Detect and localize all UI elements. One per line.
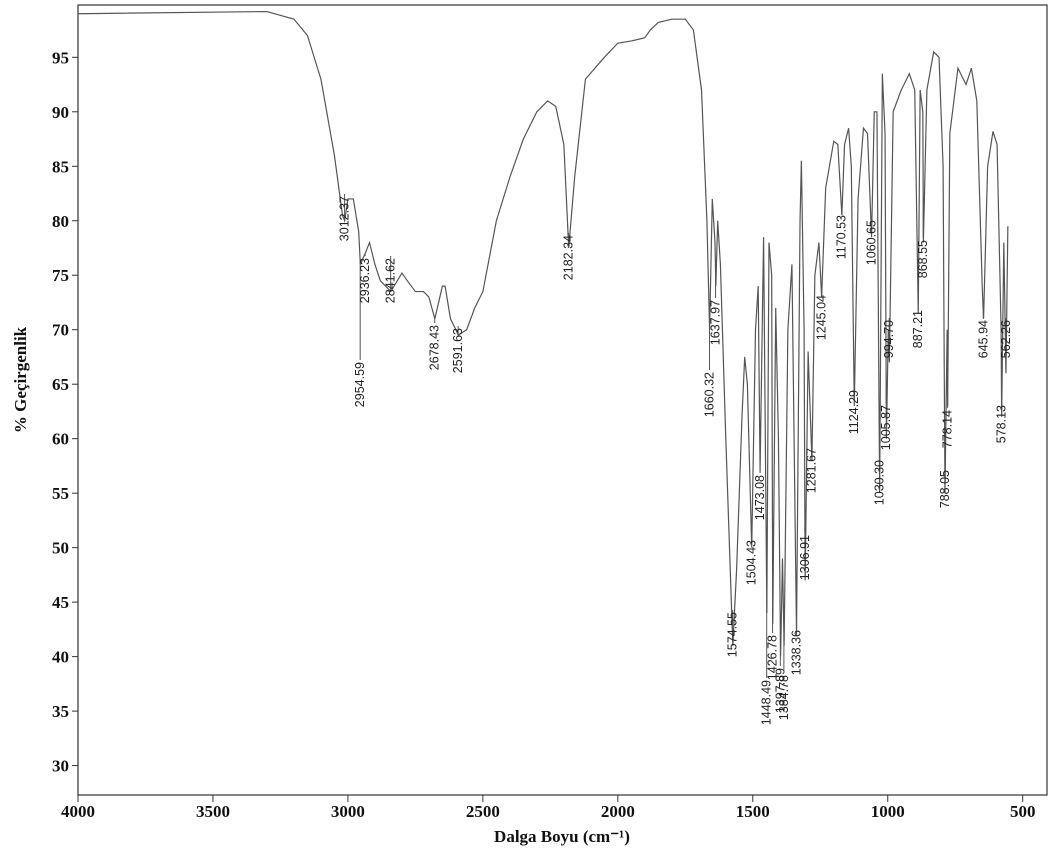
peak-label: 562.26	[999, 320, 1013, 358]
y-tick-label: 60	[52, 430, 69, 449]
peak-label: 1384.78	[777, 675, 791, 720]
peak-label: 1306.91	[798, 535, 812, 580]
x-tick-label: 3000	[331, 802, 365, 821]
y-tick-label: 30	[52, 757, 69, 776]
y-tick-label: 65	[52, 375, 69, 394]
peak-label: 1448.49	[760, 680, 774, 725]
peak-label: 1170.53	[835, 215, 849, 259]
y-tick-label: 95	[52, 48, 69, 67]
x-tick-label: 4000	[61, 802, 95, 821]
peak-label: 1660.32	[703, 372, 717, 417]
peak-label: 1338.36	[789, 630, 803, 675]
y-tick-label: 40	[52, 648, 69, 667]
spectrum-line	[77, 10, 1009, 657]
y-tick-label: 80	[52, 212, 69, 231]
peak-label: 1245.04	[815, 295, 829, 340]
peak-label: 1504.43	[745, 540, 759, 585]
x-tick-label: 500	[1010, 802, 1036, 821]
y-axis-title: % Geçirgenlik	[11, 326, 30, 433]
peak-label: 1060.65	[864, 220, 878, 265]
y-tick-label: 75	[52, 266, 69, 285]
x-tick-label: 2000	[601, 802, 635, 821]
x-axis-title: Dalga Boyu (cm⁻¹)	[494, 827, 630, 846]
peak-label: 778.14	[941, 410, 955, 448]
peak-label: 1574.55	[726, 612, 740, 657]
peak-label: 2936.23	[358, 258, 372, 303]
peak-label: 788.05	[938, 470, 952, 508]
x-tick-label: 2500	[466, 802, 500, 821]
peak-label: 578.13	[995, 405, 1009, 443]
y-tick-label: 55	[52, 484, 69, 503]
peak-label: 887.21	[911, 310, 925, 348]
x-tick-label: 3500	[196, 802, 230, 821]
y-tick-label: 45	[52, 593, 69, 612]
peak-label: 1473.08	[753, 475, 767, 520]
y-tick-label: 50	[52, 539, 69, 558]
peak-label: 2954.59	[353, 362, 367, 407]
plot-frame	[77, 4, 1048, 796]
x-tick-label: 1000	[871, 802, 905, 821]
y-tick-label: 85	[52, 157, 69, 176]
peak-label: 2591.63	[451, 328, 465, 373]
peak-label: 868.55	[916, 240, 930, 278]
peak-label: 1124.29	[847, 390, 861, 434]
peak-label: 3012.37	[338, 196, 352, 241]
peak-label: 994.70	[882, 320, 896, 358]
peak-label: 1397.89	[773, 668, 787, 713]
y-tick-label: 70	[52, 321, 69, 340]
peak-label: 2678.43	[428, 325, 442, 370]
y-tick-label: 35	[52, 702, 69, 721]
peak-label: 2841.62	[384, 258, 398, 303]
peak-label: 1637.97	[709, 300, 723, 345]
peak-label: 2182.34	[562, 235, 576, 280]
x-tick-label: 1500	[736, 802, 770, 821]
peak-label: 1281.67	[805, 448, 819, 493]
peak-label: 1005.87	[879, 405, 893, 450]
peak-label: 645.94	[976, 320, 990, 358]
peak-label: 1030.30	[873, 460, 887, 505]
y-tick-label: 90	[52, 103, 69, 122]
peak-label: 1426.78	[766, 635, 780, 680]
